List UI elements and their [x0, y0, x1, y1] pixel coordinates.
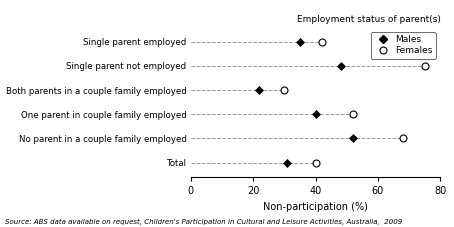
- Legend: Males, Females: Males, Females: [370, 32, 436, 59]
- Text: Employment status of parent(s): Employment status of parent(s): [296, 15, 440, 24]
- X-axis label: Non-participation (%): Non-participation (%): [263, 202, 368, 212]
- Text: Source: ABS data available on request, Children's Participation in Cultural and : Source: ABS data available on request, C…: [5, 219, 402, 225]
